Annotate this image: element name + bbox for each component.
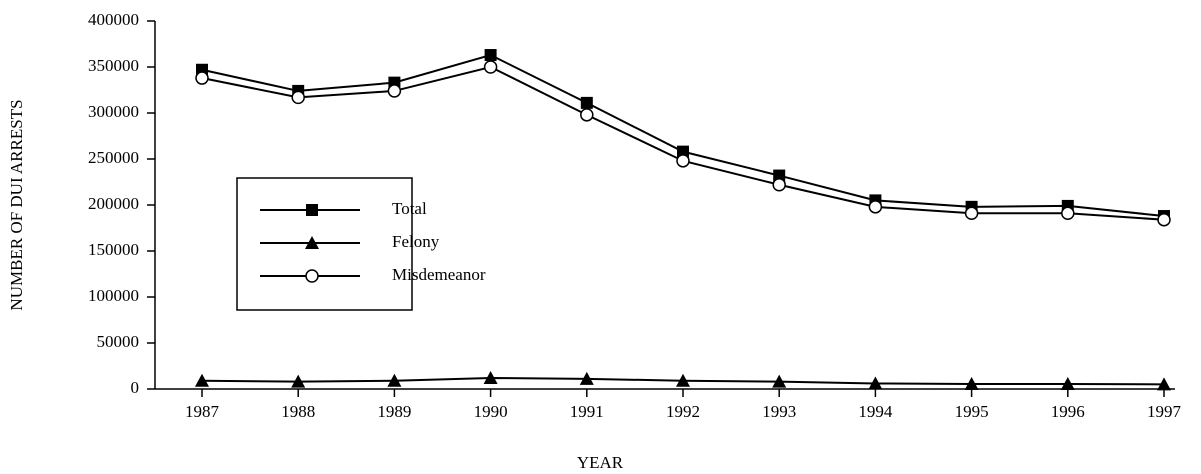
point (291, 374, 306, 388)
point (483, 370, 498, 384)
y-tick-label: 200000 (88, 194, 139, 213)
x-tick-label: 1993 (762, 402, 796, 421)
point (195, 71, 209, 85)
legend-label: Felony (392, 232, 440, 251)
point (195, 373, 209, 387)
point (773, 169, 786, 182)
x-tick-label: 1989 (377, 402, 411, 421)
y-tick-label: 350000 (88, 56, 139, 75)
point (580, 108, 594, 122)
x-tick-label: 1987 (185, 402, 220, 421)
legend-marker (305, 236, 319, 249)
legend-label: Misdemeanor (392, 265, 486, 284)
point (196, 63, 208, 76)
legend-marker (305, 269, 319, 283)
x-tick-label: 1994 (858, 402, 893, 421)
point (772, 374, 787, 388)
point (677, 145, 689, 158)
point (1061, 206, 1075, 221)
legend-label: Total (392, 199, 427, 218)
point (483, 60, 498, 74)
point (868, 200, 883, 214)
y-tick-label: 250000 (88, 148, 139, 167)
y-tick-label: 0 (131, 378, 140, 397)
x-tick-label: 1988 (281, 402, 315, 421)
y-tick-label: 150000 (88, 240, 139, 259)
x-tick-label: 1997 (1147, 402, 1182, 421)
y-tick-label: 50000 (97, 332, 140, 351)
point (772, 178, 786, 192)
point (964, 206, 979, 221)
point (676, 373, 690, 387)
point (291, 90, 305, 105)
point (1060, 376, 1075, 390)
point (868, 376, 883, 390)
x-tick-label: 1992 (666, 402, 700, 421)
point (580, 96, 593, 109)
y-tick-label: 400000 (88, 10, 139, 29)
x-tick-label: 1995 (955, 402, 989, 421)
y-tick-label: 300000 (88, 102, 139, 121)
y-tick-label: 100000 (88, 286, 139, 305)
x-axis-label: YEAR (577, 453, 624, 472)
point (579, 371, 594, 385)
point (387, 84, 402, 98)
x-tick-label: 1990 (474, 402, 508, 421)
point (964, 376, 979, 390)
point (1157, 377, 1171, 391)
x-tick-label: 1996 (1051, 402, 1085, 421)
point (484, 49, 497, 62)
y-axis-label: NUMBER OF DUI ARRESTS (7, 99, 26, 310)
point (387, 373, 402, 387)
point (676, 154, 690, 168)
x-tick-label: 1991 (570, 402, 604, 421)
legend-marker (306, 204, 318, 216)
point (1157, 212, 1171, 227)
